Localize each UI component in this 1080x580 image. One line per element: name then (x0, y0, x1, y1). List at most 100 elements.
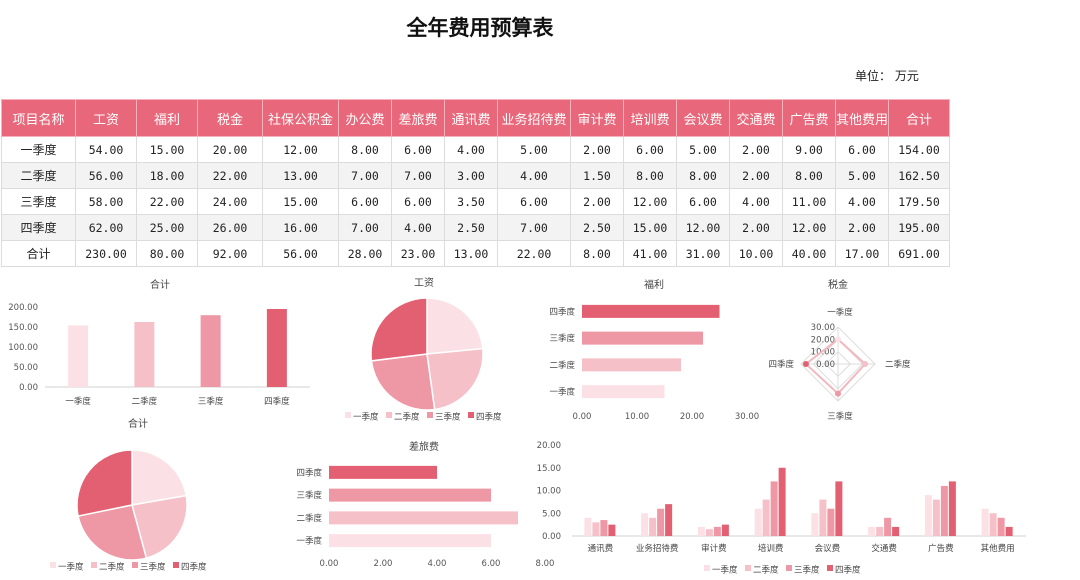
y-tick-label: 20.00 (537, 441, 561, 451)
bar (811, 513, 819, 536)
legend-swatch (345, 412, 351, 418)
radar-category-label: 三季度 (827, 411, 853, 422)
pie-slice (131, 494, 188, 560)
legend-label: 二季度 (394, 412, 420, 423)
table-cell: 22.00 (197, 162, 263, 189)
bar (608, 524, 616, 536)
table-cell: 16.00 (262, 214, 339, 241)
bar (705, 529, 713, 536)
y-tick-label: 四季度 (549, 306, 575, 317)
y-tick-label: 四季度 (296, 467, 322, 478)
y-tick-label: 三季度 (549, 333, 575, 344)
x-tick-label: 业务招待费 (636, 543, 679, 554)
bar (665, 504, 673, 536)
table-cell: 15.00 (623, 214, 677, 241)
legend-swatch (50, 562, 56, 568)
bar (329, 488, 491, 502)
x-tick-label: 2.00 (374, 559, 393, 569)
radar-point (862, 361, 869, 367)
bar (584, 517, 592, 536)
y-tick-label: 5.00 (542, 509, 561, 519)
column-header: 培训费 (623, 99, 677, 137)
column-header: 其他费用 (834, 99, 890, 137)
bar (657, 508, 665, 536)
table-cell: 2.00 (729, 136, 783, 163)
chart-title: 合计 (150, 278, 170, 291)
pie-slice (131, 449, 188, 506)
bar (592, 522, 600, 536)
y-tick-label: 0.00 (542, 532, 561, 542)
pie-slice (370, 297, 428, 362)
pie-slice (76, 449, 133, 517)
table-cell: 4.00 (834, 188, 890, 215)
x-tick-label: 0.00 (320, 559, 339, 569)
table-cell: 17.00 (834, 240, 890, 267)
legend-label: 三季度 (140, 562, 166, 573)
bar (68, 325, 89, 387)
y-tick-label: 150.00 (8, 323, 38, 333)
column-header: 项目名称 (1, 99, 76, 137)
y-tick-label: 10.00 (537, 487, 561, 497)
chart-title: 差旅费 (409, 440, 439, 453)
pie-slice (426, 297, 484, 355)
bar (329, 534, 491, 548)
radar-category-label: 二季度 (885, 359, 911, 370)
legend-label: 二季度 (753, 565, 779, 576)
column-header: 办公费 (338, 99, 392, 137)
pie-slice (77, 504, 148, 561)
bar (819, 499, 827, 536)
row-label: 二季度 (1, 162, 76, 189)
table-cell: 2.50 (570, 214, 624, 241)
radar-category-label: 一季度 (827, 307, 853, 318)
table-cell: 230.00 (75, 240, 137, 267)
legend-swatch (173, 562, 179, 568)
radar-category-label: 四季度 (768, 359, 794, 370)
legend-label: 一季度 (58, 562, 84, 573)
radar-tick-label: 20.00 (811, 335, 835, 345)
table-cell: 8.00 (623, 162, 677, 189)
bar (892, 526, 900, 536)
x-tick-label: 0.00 (573, 412, 592, 422)
bar (697, 526, 705, 536)
legend-label: 一季度 (353, 412, 379, 423)
column-header: 税金 (197, 99, 263, 137)
pie-slice (370, 353, 436, 411)
chart-title: 工资 (414, 277, 434, 289)
y-tick-label: 一季度 (549, 387, 575, 398)
table-cell: 6.00 (623, 136, 677, 163)
table-cell: 2.50 (444, 214, 498, 241)
bar (721, 524, 729, 536)
bar (641, 513, 649, 536)
legend-swatch (745, 565, 751, 571)
table-header-row: 项目名称 工资 福利 税金 社保公积金 办公费 差旅费 通讯费 业务招待费 审计费 培训费 会议费 交通… (1, 99, 951, 137)
bar (600, 520, 608, 536)
radar-point (835, 336, 841, 343)
table-cell: 7.00 (497, 214, 571, 241)
x-tick-label: 10.00 (625, 412, 649, 422)
chart-title: 福利 (644, 278, 664, 291)
bar (948, 481, 956, 536)
x-tick-label: 会议费 (815, 543, 841, 554)
radar-point (835, 390, 841, 397)
y-tick-label: 100.00 (8, 343, 38, 353)
legend-swatch (468, 412, 474, 418)
column-header: 业务招待费 (497, 99, 571, 137)
radar-tick-label: 0.00 (816, 360, 835, 370)
radar-tick-label: 30.00 (811, 323, 835, 333)
table-cell: 2.00 (570, 136, 624, 163)
bar (200, 315, 221, 387)
bar (582, 385, 665, 399)
table-cell: 13.00 (444, 240, 498, 267)
table-row: 三季度 58.00 22.00 24.00 15.00 6.00 6.00 3.50 6.00 2… (1, 188, 951, 215)
table-cell: 6.00 (497, 188, 571, 215)
legend-swatch (704, 565, 710, 571)
table-cell: 54.00 (75, 136, 137, 163)
table-cell: 13.00 (262, 162, 339, 189)
table-cell: 2.00 (729, 214, 783, 241)
bar (329, 511, 518, 525)
table-cell: 12.00 (623, 188, 677, 215)
table-cell: 41.00 (623, 240, 677, 267)
table-cell: 5.00 (834, 162, 890, 189)
bar (770, 481, 778, 536)
